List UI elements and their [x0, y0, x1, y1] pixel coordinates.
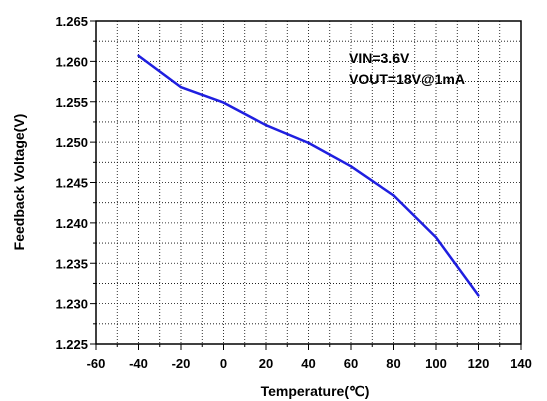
grid-lines	[96, 21, 521, 344]
data-point	[222, 101, 225, 104]
x-tick-labels: -60 -40 -20 0 20 40 60 80 100 120 140	[87, 356, 532, 371]
x-tick-label: 140	[510, 356, 532, 371]
data-point	[179, 86, 183, 89]
data-point	[477, 294, 480, 297]
data-point	[434, 236, 438, 239]
y-tick-label: 1.260	[55, 54, 88, 69]
y-tick-label: 1.240	[55, 216, 88, 231]
plot-area-frame	[95, 20, 522, 345]
data-point	[349, 165, 353, 168]
annotation-vin: VIN=3.6V	[349, 50, 410, 66]
data-point	[392, 194, 395, 197]
data-point	[307, 141, 310, 145]
y-tick-label: 1.250	[55, 135, 88, 150]
annotation-vout: VOUT=18V@1mA	[349, 71, 465, 87]
x-tick-label: 80	[386, 356, 400, 371]
y-axis-title: Feedback Voltage(V)	[11, 114, 27, 251]
y-tick-labels: 1.225 1.230 1.235 1.240 1.245 1.250 1.255 1.260…	[55, 14, 88, 352]
y-tick-label: 1.255	[55, 95, 88, 110]
series-line-0	[137, 54, 480, 297]
x-axis-title: Temperature(℃)	[261, 383, 370, 399]
x-tick-label: -40	[129, 356, 148, 371]
series-group	[137, 54, 480, 297]
y-tick-label: 1.265	[55, 14, 88, 29]
y-tick-label: 1.235	[55, 256, 88, 271]
x-tick-label: 120	[468, 356, 490, 371]
x-tick-label: -60	[87, 356, 106, 371]
x-tick-label: 100	[425, 356, 447, 371]
data-point	[264, 123, 268, 127]
y-tick-label: 1.225	[55, 337, 88, 352]
x-tick-label: 0	[220, 356, 227, 371]
data-point	[137, 54, 140, 57]
x-tick-label: 60	[344, 356, 358, 371]
y-tick-label: 1.245	[55, 176, 88, 191]
x-tick-label: 40	[301, 356, 315, 371]
x-tick-label: 20	[259, 356, 273, 371]
y-tick-label: 1.230	[55, 297, 88, 312]
x-tick-label: -20	[172, 356, 191, 371]
